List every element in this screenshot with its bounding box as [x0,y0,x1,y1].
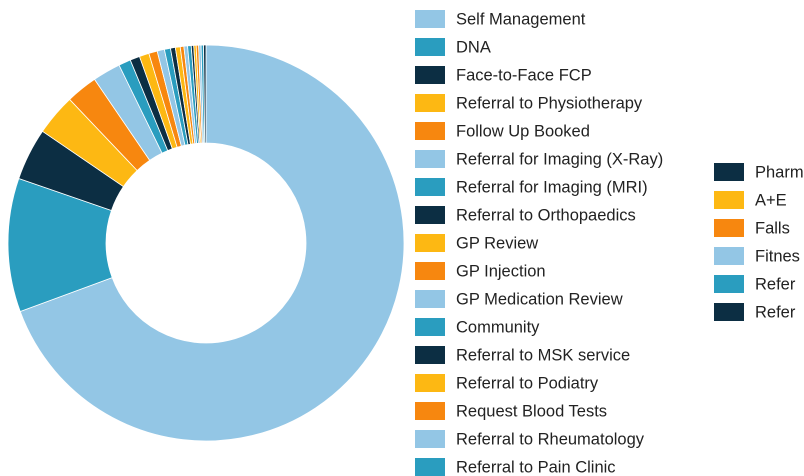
legend-label: A+E [755,191,787,209]
legend-swatch [415,262,445,280]
legend-label: GP Medication Review [456,290,623,308]
legend-swatch [415,66,445,84]
legend-swatch [714,163,744,181]
legend-swatch [415,150,445,168]
legend-label: Refer [755,303,796,321]
legend-label: Request Blood Tests [456,402,607,420]
legend-label: Referral to Orthopaedics [456,206,636,224]
legend-swatch [415,430,445,448]
legend-swatch [415,402,445,420]
legend-swatch [415,206,445,224]
legend-swatch [415,290,445,308]
legend-swatch [714,247,744,265]
legend-swatch [415,374,445,392]
legend-label: Refer [755,275,796,293]
donut-slice [19,44,405,442]
legend-swatch [415,94,445,112]
legend-label: DNA [456,38,491,56]
legend-label: Referral to Podiatry [456,374,599,392]
legend-label: GP Injection [456,262,546,280]
legend-label: Fitnes [755,247,800,265]
legend-swatch [415,346,445,364]
legend-label: Falls [755,219,790,237]
legend-label: Referral to MSK service [456,346,630,364]
legend-label: Self Management [456,10,586,28]
donut-slice [203,44,207,144]
legend-swatch [714,275,744,293]
legend-swatch [415,122,445,140]
legend-swatch [714,191,744,209]
legend-swatch [415,318,445,336]
legend-label: Referral to Physiotherapy [456,94,643,112]
legend-swatch [415,38,445,56]
legend-swatch [415,178,445,196]
legend-swatch [714,219,744,237]
legend-label: Pharm [755,163,804,181]
legend-swatch [415,234,445,252]
legend-label: Referral for Imaging (MRI) [456,178,648,196]
legend-label: Follow Up Booked [456,122,590,140]
legend-label: Referral to Rheumatology [456,430,645,448]
legend-swatch [714,303,744,321]
legend-label: Referral to Pain Clinic [456,458,616,476]
legend-label: Referral for Imaging (X-Ray) [456,150,663,168]
legend-swatch [415,458,445,476]
legend-label: Community [456,318,540,336]
legend-label: GP Review [456,234,538,252]
legend-label: Face-to-Face FCP [456,66,592,84]
legend-swatch [415,10,445,28]
